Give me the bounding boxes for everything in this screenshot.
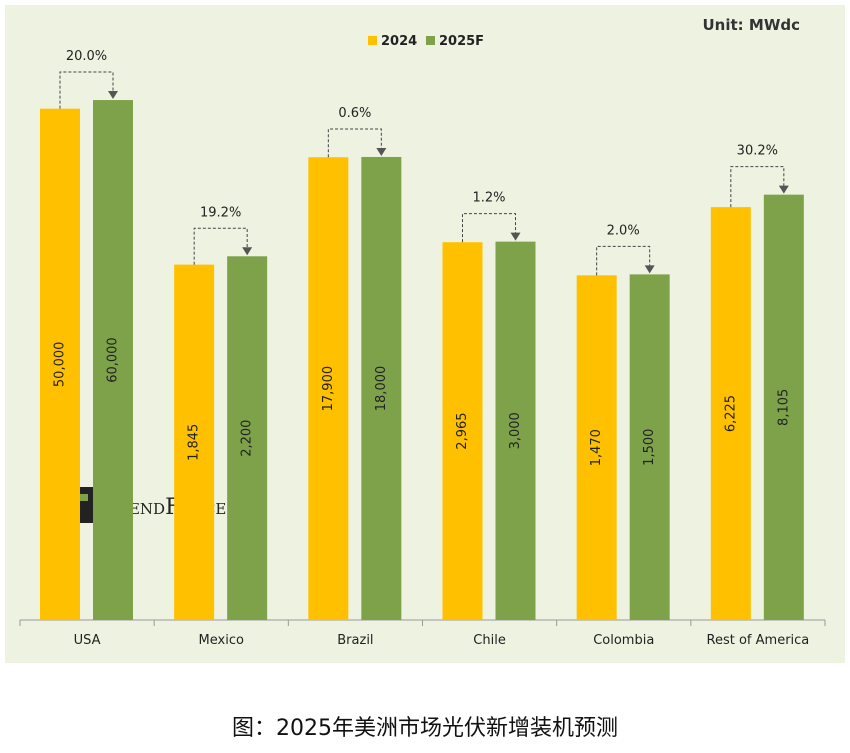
- bar: [361, 156, 402, 621]
- bar: [174, 264, 215, 620]
- bar: [93, 100, 133, 620]
- legend-swatch: [426, 36, 435, 45]
- value-label: 1,500: [642, 429, 657, 466]
- value-label: 2,200: [240, 420, 255, 457]
- growth-arrow: [108, 91, 118, 100]
- bar: [442, 242, 483, 620]
- value-label: 60,000: [106, 337, 121, 383]
- bar: [629, 274, 670, 620]
- growth-label: 2.0%: [607, 223, 640, 238]
- legend-label: 2025F: [439, 34, 484, 49]
- value-label: 6,225: [723, 395, 738, 432]
- value-label: 8,105: [776, 389, 791, 426]
- growth-bracket: [596, 245, 651, 276]
- bar: [495, 241, 536, 620]
- bar: [227, 256, 268, 620]
- x-tick-label: Chile: [473, 633, 506, 648]
- value-label: 17,900: [321, 366, 336, 412]
- value-label: 18,000: [374, 366, 389, 412]
- x-tick-label: Rest of America: [707, 633, 810, 648]
- plot-background: [5, 5, 845, 663]
- growth-bracket: [462, 213, 516, 243]
- value-label: 2,965: [455, 412, 470, 449]
- growth-label: 20.0%: [66, 49, 107, 64]
- growth-bracket: [193, 227, 248, 265]
- value-label: 50,000: [53, 342, 68, 388]
- unit-label: Unit: MWdc: [703, 16, 801, 34]
- growth-label: 30.2%: [737, 144, 778, 159]
- x-tick-label: Mexico: [199, 633, 244, 648]
- bar: [40, 108, 80, 620]
- growth-label: 0.6%: [338, 106, 371, 121]
- x-tick-label: Brazil: [337, 633, 373, 648]
- growth-bracket: [730, 166, 785, 208]
- growth-arrow: [242, 247, 253, 256]
- growth-arrow: [510, 232, 521, 241]
- x-tick-label: Colombia: [593, 633, 654, 648]
- growth-arrow: [644, 265, 655, 274]
- bar: [710, 207, 751, 620]
- bar: [763, 194, 804, 620]
- growth-bracket: [327, 128, 382, 158]
- bar: [576, 275, 617, 620]
- bar: [308, 157, 349, 620]
- x-tick-label: USA: [74, 633, 101, 648]
- growth-label: 19.2%: [200, 205, 241, 220]
- caption: 图：2025年美洲市场光伏新增装机预测: [232, 716, 618, 741]
- growth-arrow: [376, 147, 387, 156]
- growth-arrow: [778, 185, 789, 194]
- growth-label: 1.2%: [472, 191, 505, 206]
- legend-label: 2024: [381, 34, 417, 49]
- value-label: 1,845: [187, 424, 202, 461]
- value-label: 3,000: [508, 412, 523, 449]
- value-label: 1,470: [589, 429, 604, 466]
- legend-swatch: [368, 36, 377, 45]
